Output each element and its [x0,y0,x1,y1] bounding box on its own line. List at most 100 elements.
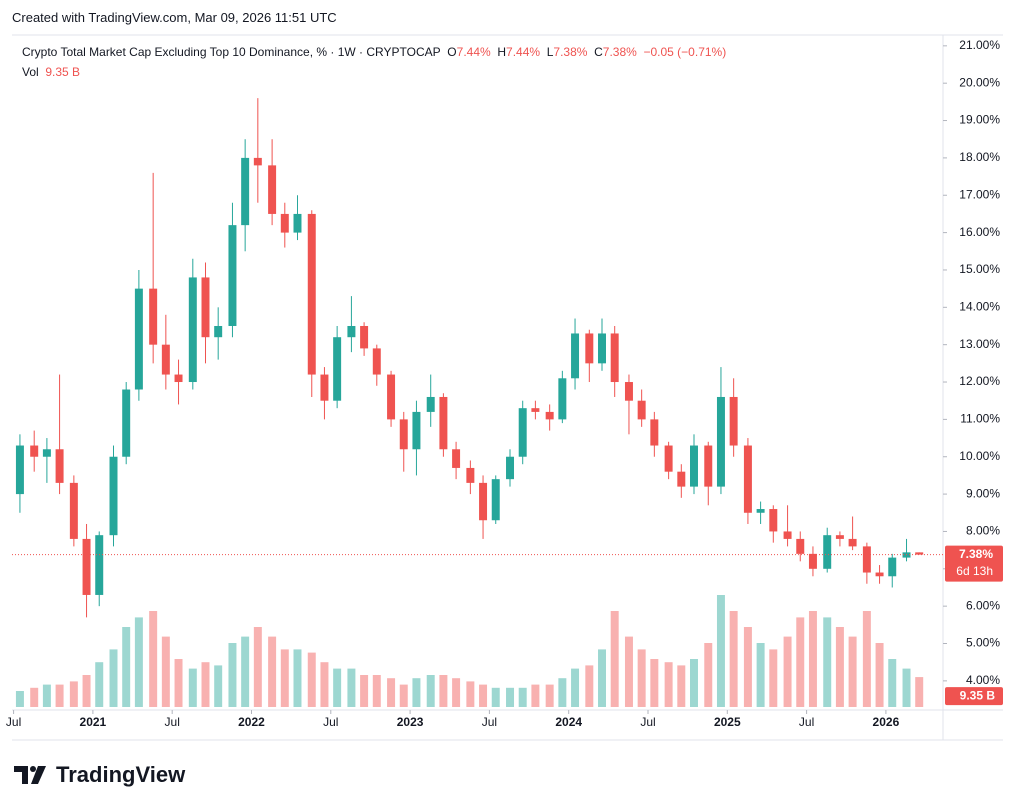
ohlc-value: 7.44% [456,45,491,59]
candle-body [506,456,515,480]
candle-body [585,333,594,364]
volume-row: Vol 9.35 B [22,62,726,82]
y-tick-label: 16.00% [959,225,1000,239]
candle-body [347,325,356,338]
volume-bar [30,687,39,707]
y-tick-label: 10.00% [959,449,1000,463]
candle-body [439,396,448,450]
candle-body [875,572,884,577]
candle-body [333,337,342,401]
volume-bar [848,636,857,707]
candle-body [716,396,725,487]
candle-body [677,471,686,487]
candle-body [360,325,369,349]
volume-bar [149,611,158,707]
volume-last-label: 9.35 B [960,688,996,702]
x-tick-label: Jul [640,715,655,729]
volume-bar [783,636,792,707]
candle-body [664,445,673,472]
volume-bar [333,668,342,707]
y-tick-label: 9.00% [966,486,1000,500]
candle-body [387,374,396,420]
volume-bar [808,611,817,707]
brand-logo [14,766,46,784]
ohlc-label: C [594,45,603,59]
countdown: 6d 13h [956,564,993,578]
candle-body [466,467,475,483]
volume-bar [214,665,223,707]
y-tick-label: 11.00% [960,412,1000,426]
candle-body [241,157,250,226]
ohlc-value: 7.38% [602,45,637,59]
volume-bar [347,668,356,707]
volume-bar [624,636,633,707]
candle-body [412,411,421,450]
candle-body [15,445,24,495]
volume-bar [637,649,646,707]
candle-body [174,374,183,383]
volume-bar [915,677,924,707]
y-tick-label: 19.00% [959,113,1000,127]
y-tick-label: 14.00% [959,299,1000,313]
ohlc-value: 7.44% [506,45,541,59]
volume-bar [69,681,78,707]
volume-bar [545,684,554,707]
volume-bar [875,643,884,707]
candle-body [915,552,924,555]
candle-body [743,445,752,513]
volume-bar [823,617,832,707]
volume-bar [518,687,527,707]
candle-body [571,333,580,379]
candle-body [637,400,646,420]
volume-bar [610,611,619,707]
candle-body [268,165,277,214]
candle-body [399,419,408,450]
volume-bar [558,678,567,707]
y-tick-label: 13.00% [959,337,1000,351]
candle-body [531,408,540,412]
candle-body [518,408,527,457]
x-tick-label: 2022 [238,715,265,729]
volume-bar [307,652,316,707]
candle-body [161,344,170,375]
candle-body [214,325,223,338]
candle-body [82,538,91,595]
volume-bar [677,665,686,707]
candle-body [426,396,435,412]
volume-bar [439,675,448,707]
y-tick-label: 4.00% [966,673,1000,687]
ohlc-label: H [497,45,507,59]
volume-bar [506,687,515,707]
volume-bar [95,662,104,707]
x-tick-label: Jul [482,715,497,729]
x-tick-label: Jul [323,715,338,729]
candle-body [69,482,78,539]
symbol-title: Crypto Total Market Cap Excluding Top 10… [22,45,441,59]
last-price-label: 7.38% [959,547,993,561]
volume-bar [729,611,738,707]
x-tick-label: 2025 [714,715,741,729]
volume-bar [161,636,170,707]
volume-bar [122,627,131,707]
candle-body [756,509,765,513]
volume-bar [253,627,262,707]
candle-body [253,157,262,166]
created-note: Created with TradingView.com, Mar 09, 20… [12,10,337,25]
y-tick-label: 20.00% [959,75,1000,89]
x-tick-label: Jul [165,715,180,729]
candle-body [690,445,698,487]
candle-body [491,479,500,521]
legend: Crypto Total Market Cap Excluding Top 10… [22,42,726,82]
candle-body [55,449,64,483]
y-tick-label: 17.00% [959,187,1000,201]
candle-body [201,277,210,338]
candle-body [479,482,488,521]
volume-bar [268,636,277,707]
volume-bar [293,649,302,707]
volume-bar [280,649,289,707]
candle-body [30,445,39,457]
y-tick-label: 12.00% [959,374,1000,388]
candle-body [95,535,104,595]
